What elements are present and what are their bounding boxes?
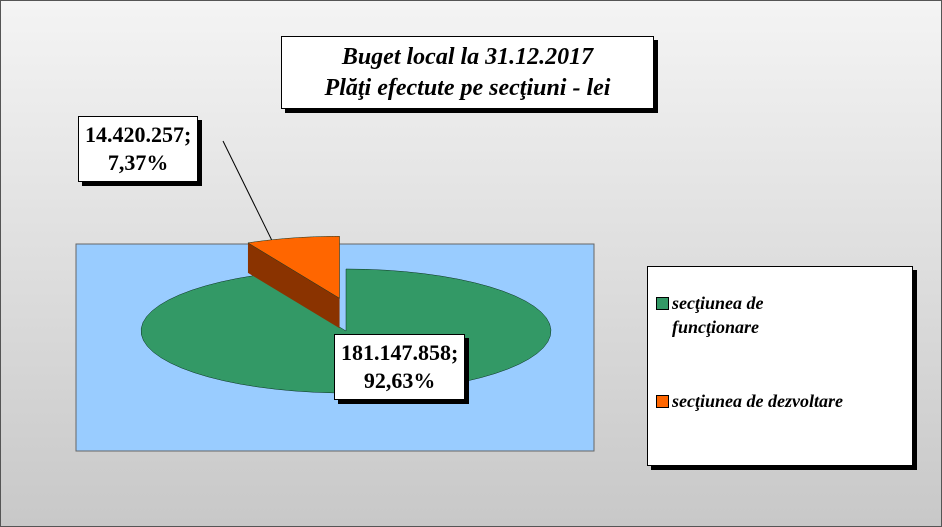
value-label: 14.420.257;: [85, 122, 192, 147]
slice-cut: [247, 242, 340, 329]
title-line: Plăţi efectute pe secţiuni - lei: [324, 75, 611, 101]
title-line: Buget local la 31.12.2017: [341, 44, 594, 70]
data-label: 181.147.858; 92,63%: [334, 334, 466, 400]
legend-item: secţiunea de dezvoltare: [656, 389, 843, 413]
legend-swatch: [656, 297, 669, 310]
data-label: 14.420.257; 7,37%: [78, 116, 199, 182]
legend: secţiunea de funcţionare secţiunea de dez…: [647, 266, 913, 466]
legend-label: secţiunea de funcţionare: [672, 293, 764, 337]
legend-swatch: [656, 395, 669, 408]
legend-item: secţiunea de funcţionare: [656, 291, 812, 339]
title-box: Buget local la 31.12.2017 Plăţi efectute…: [281, 36, 654, 109]
percent-label: 7,37%: [107, 150, 169, 175]
percent-label: 92,63%: [363, 368, 436, 393]
slice: [247, 236, 340, 299]
value-label: 181.147.858;: [341, 340, 459, 365]
legend-label: secţiunea de dezvoltare: [672, 391, 843, 411]
